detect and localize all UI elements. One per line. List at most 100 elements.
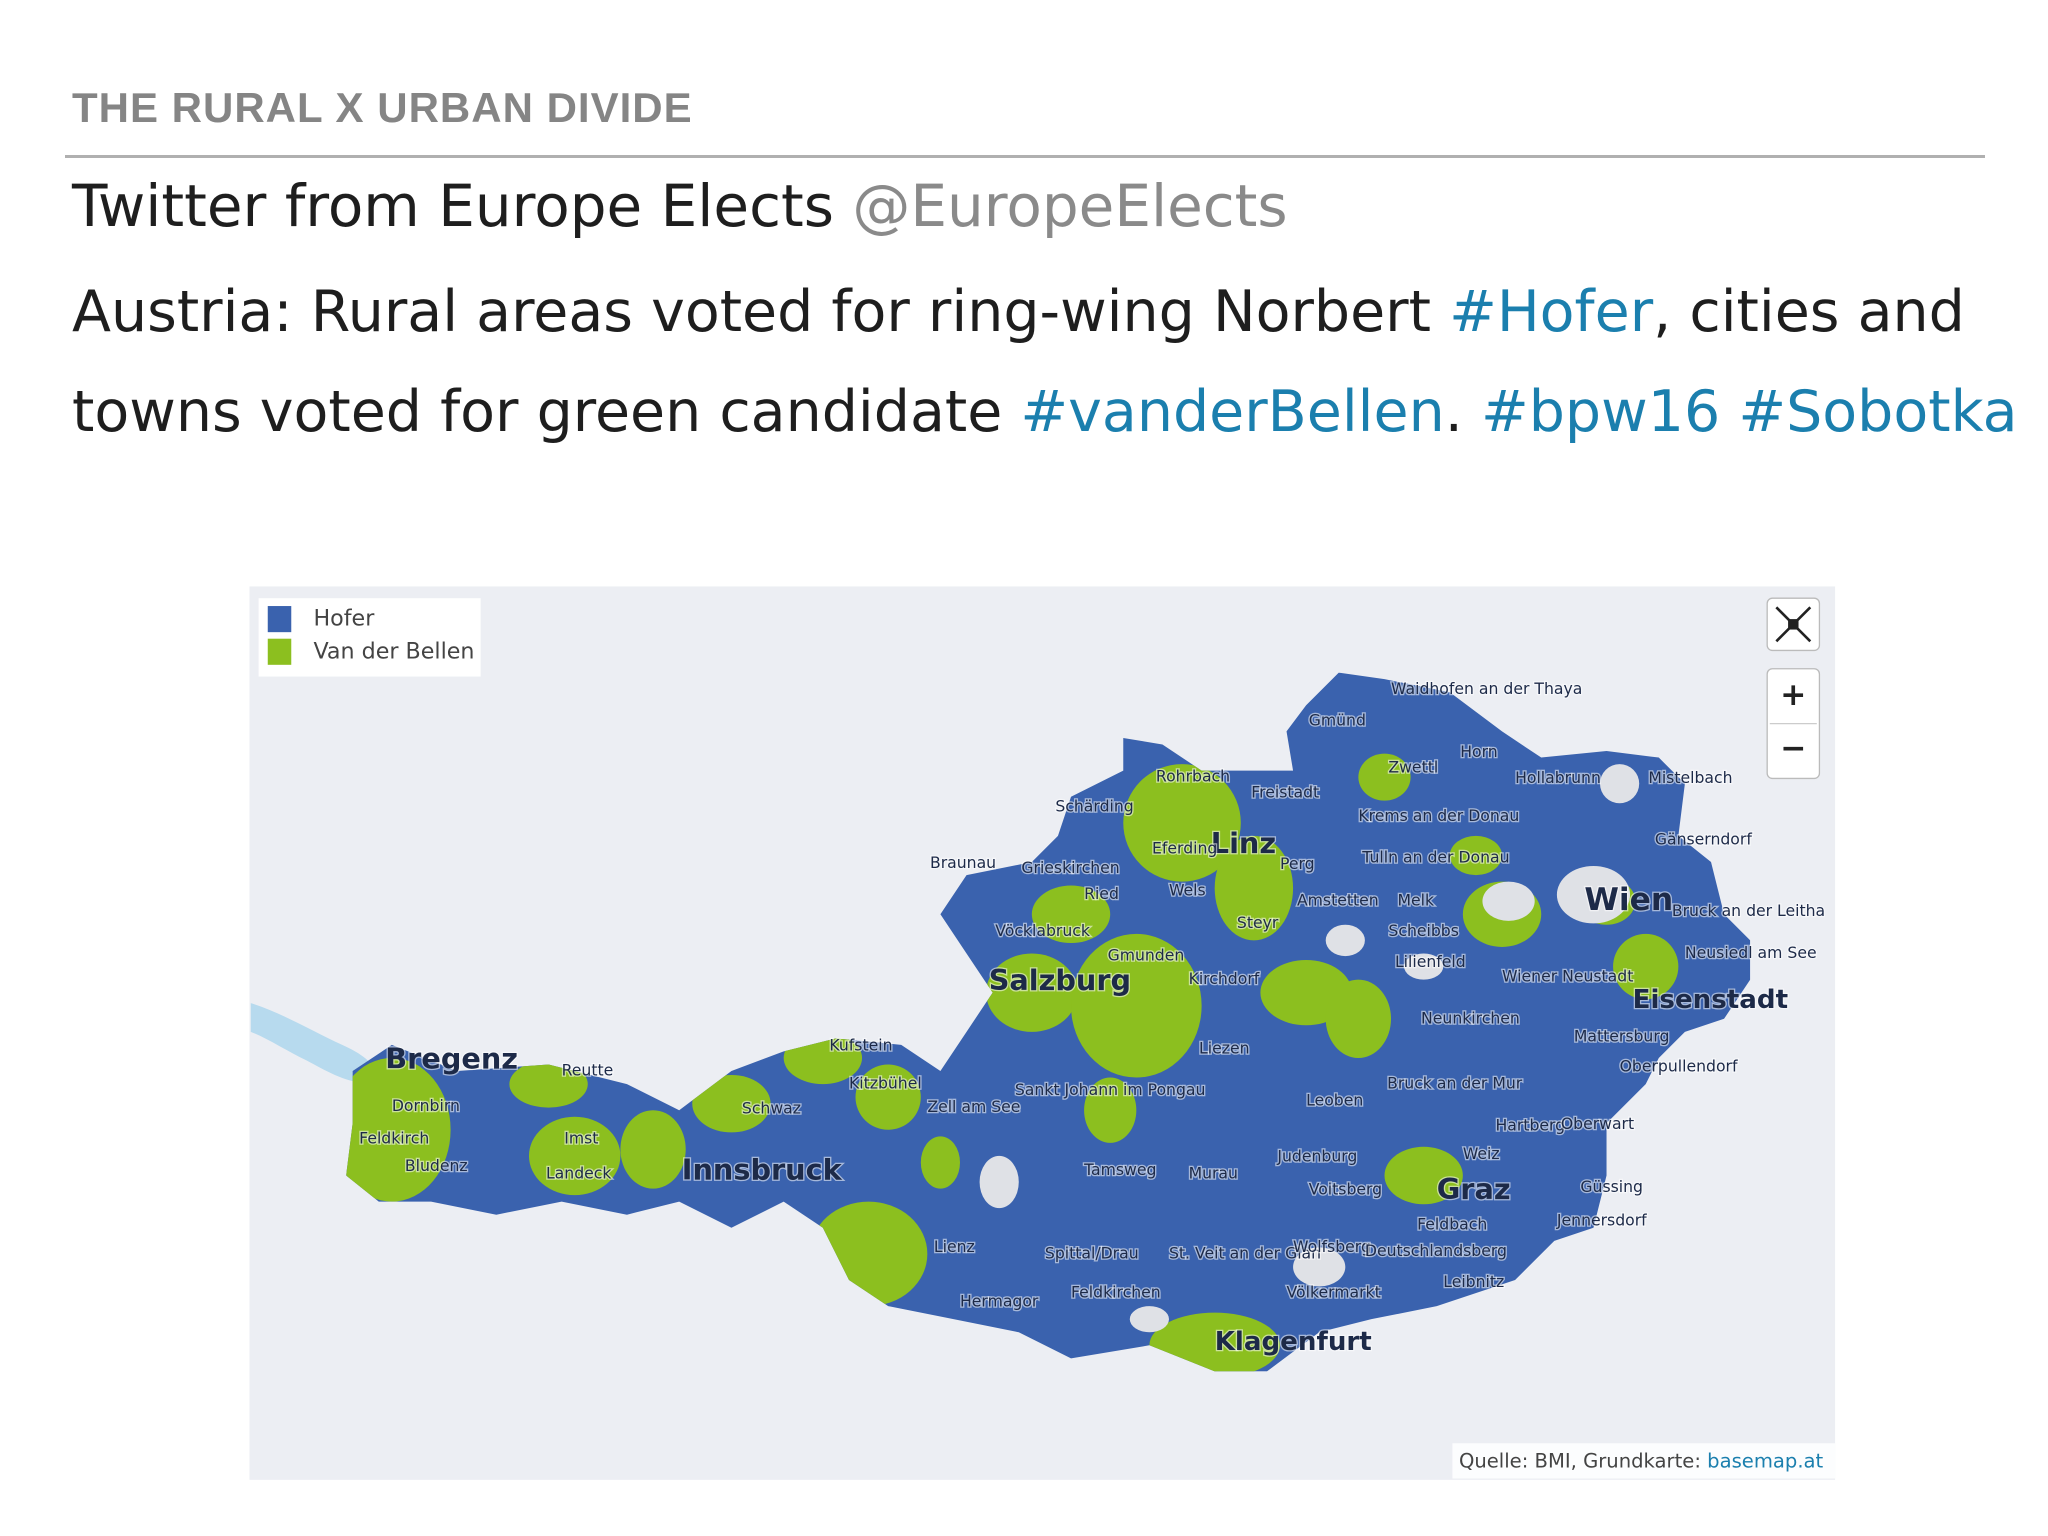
place-label: Braunau (930, 853, 996, 872)
place-label: Imst (564, 1128, 598, 1147)
place-label: Schärding (1055, 797, 1133, 816)
place-label: Eisenstadt (1633, 985, 1788, 1015)
place-label: Sankt Johann im Pongau (1015, 1080, 1206, 1099)
place-label: Grieskirchen (1021, 858, 1119, 877)
place-label: Mattersburg (1574, 1027, 1670, 1046)
place-label: Krems an der Donau (1358, 806, 1519, 825)
place-label: Feldbach (1417, 1215, 1487, 1234)
place-label: Neusiedl am See (1685, 943, 1817, 962)
tweet-segment: Austria: Rural areas voted for ring-wing… (72, 279, 1431, 345)
place-label: Dornbirn (392, 1096, 460, 1115)
source-credit: Quelle: BMI, Grundkarte: basemap.at (1459, 1449, 1824, 1472)
place-label: Vöcklabruck (995, 921, 1091, 940)
tweet-segment: , cities and towns voted for green candi… (72, 279, 1965, 445)
source-text: Quelle: BMI, Grundkarte: (1459, 1449, 1701, 1472)
place-label: Bruck an der Leitha (1672, 901, 1825, 920)
place-label: Linz (1211, 826, 1276, 860)
place-label: Murau (1189, 1164, 1238, 1183)
place-label: Kirchdorf (1189, 969, 1260, 988)
place-label: Lienz (934, 1237, 975, 1256)
place-label: Wels (1169, 880, 1206, 899)
place-label: Bruck an der Mur (1387, 1074, 1523, 1093)
place-label: Salzburg (989, 963, 1131, 997)
place-label: Gmunden (1108, 946, 1185, 965)
credit-box (1452, 1443, 1836, 1479)
place-label: Gänserndorf (1655, 829, 1752, 848)
place-label: Kitzbühel (849, 1074, 922, 1093)
place-labels: Bregenz Dornbirn Feldkirch Bludenz Reutte Ims… (358, 678, 1827, 1359)
place-label: Wolfsberg (1293, 1237, 1371, 1256)
zoom-out[interactable]: − (1780, 731, 1806, 767)
place-label: Wiener Neustadt (1502, 966, 1633, 985)
place-label: Feldkirchen (1071, 1283, 1161, 1302)
tweet-text: Austria: Rural areas voted for ring-wing… (72, 262, 2022, 462)
source-link[interactable]: basemap.at (1707, 1449, 1823, 1472)
place-label: Leoben (1306, 1091, 1363, 1110)
legend-label: Hofer (313, 606, 375, 632)
place-label: Tamsweg (1083, 1160, 1156, 1179)
hashtag[interactable]: #bpw16 (1480, 379, 1721, 445)
place-label: Steyr (1237, 913, 1279, 932)
place-label: Lilienfeld (1395, 952, 1466, 971)
place-label: Voitsberg (1309, 1179, 1382, 1198)
tweet-segment: . (1444, 379, 1463, 445)
place-label: St. Veit an der Glan (1169, 1243, 1321, 1262)
place-label: Weiz (1463, 1144, 1500, 1163)
place-label: Zwettl (1388, 758, 1438, 777)
legend-box (258, 598, 481, 677)
place-label: Perg (1280, 854, 1315, 873)
place-label: Bregenz (385, 1042, 518, 1076)
place-label: Innsbruck (682, 1153, 843, 1187)
hashtag[interactable]: #Sobotka (1738, 379, 2018, 445)
place-label: Freistadt (1251, 782, 1319, 801)
place-label: Wien (1584, 882, 1673, 918)
place-label: Hermagor (960, 1292, 1039, 1311)
place-label: Judenburg (1276, 1147, 1357, 1166)
legend-swatch (267, 638, 292, 665)
tweet-author: Twitter from Europe Elects (72, 172, 834, 240)
place-label: Amstetten (1297, 891, 1379, 910)
place-label: Scheibbs (1388, 921, 1458, 940)
legend-swatch (267, 606, 292, 633)
place-label: Mistelbach (1648, 768, 1732, 787)
place-label: Schwaz (742, 1098, 801, 1117)
place-label: Tulln an der Donau (1361, 848, 1509, 867)
place-label: Leibnitz (1443, 1272, 1504, 1291)
place-label: Gmünd (1309, 710, 1366, 729)
place-label: Oberwart (1561, 1114, 1634, 1133)
place-label: Liezen (1199, 1038, 1249, 1057)
tweet-header: Twitter from Europe Elects @EuropeElects (72, 172, 1288, 240)
place-label: Eferding (1152, 838, 1217, 857)
place-label: Melk (1398, 891, 1435, 910)
place-label: Ried (1084, 884, 1119, 903)
place-label: Rohrbach (1156, 767, 1230, 786)
legend: Hofer Van der Bellen (267, 606, 474, 665)
place-label: Horn (1460, 742, 1497, 761)
place-label: Güssing (1580, 1177, 1643, 1196)
place-label: Spittal/Drau (1045, 1243, 1139, 1262)
place-label: Oberpullendorf (1620, 1057, 1738, 1076)
place-label: Hollabrunn (1515, 768, 1601, 787)
place-label: Waidhofen an der Thaya (1391, 679, 1582, 698)
tweet-handle: @EuropeElects (852, 172, 1288, 240)
place-label: Feldkirch (359, 1128, 429, 1147)
hashtag[interactable]: #vanderBellen (1020, 379, 1445, 445)
lake (250, 1003, 375, 1083)
place-label: Zell am See (927, 1097, 1020, 1116)
section-title: THE RURAL X URBAN DIVIDE (72, 84, 693, 131)
place-label: Deutschlandsberg (1365, 1241, 1507, 1260)
divider (65, 155, 1985, 158)
legend-label: Van der Bellen (313, 638, 474, 664)
zoom-in[interactable]: + (1780, 677, 1806, 713)
hashtag[interactable]: #Hofer (1449, 279, 1654, 345)
place-label: Reutte (562, 1061, 614, 1080)
place-label: Klagenfurt (1215, 1327, 1372, 1357)
fullscreen-button[interactable] (1766, 597, 1821, 652)
place-label: Bludenz (405, 1156, 468, 1175)
place-label: Hartberg (1496, 1115, 1566, 1134)
place-label: Jennersdorf (1556, 1211, 1647, 1230)
place-label: Landeck (546, 1164, 612, 1183)
place-label: Völkermarkt (1287, 1283, 1381, 1302)
